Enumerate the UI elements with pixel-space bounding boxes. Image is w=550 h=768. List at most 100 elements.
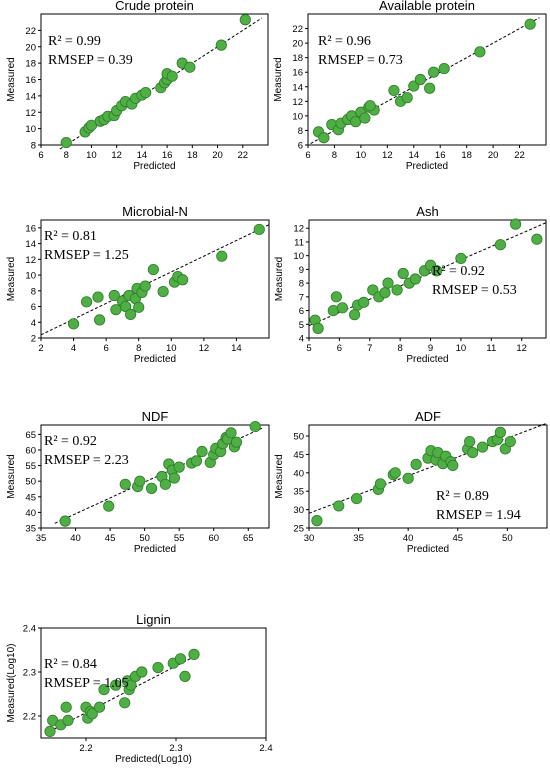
data-point (336, 302, 349, 314)
data-point (166, 70, 178, 82)
y-tick-label: 6 (299, 306, 304, 317)
scatter-panel-7: Lignin 2.2 2.3 2.4 2.2 2.3 2.4 Predicted(Log10)… (6, 612, 273, 765)
y-tick-label: 8 (31, 141, 36, 152)
data-point (67, 318, 80, 330)
data-point (311, 515, 323, 527)
x-tick-label: 14 (408, 150, 419, 161)
data-point (389, 467, 401, 479)
x-tick-label: 6 (305, 150, 310, 161)
y-tick-label: 35 (25, 524, 36, 535)
y-tick-label: 10 (292, 111, 303, 122)
y-tick-label: 2.2 (23, 712, 36, 723)
x-tick-label: 9 (428, 343, 433, 354)
plot-frame (307, 13, 547, 146)
data-point (382, 277, 394, 289)
y-tick-label: 8 (31, 286, 36, 297)
data-point (230, 436, 243, 448)
data-point (431, 265, 443, 277)
data-point (179, 670, 191, 683)
x-tick-label: 11 (486, 343, 496, 354)
data-point (253, 223, 265, 236)
data-point (359, 112, 371, 124)
x-tick-label: 18 (187, 150, 198, 161)
data-point (524, 18, 536, 30)
x-tick-label: 2 (38, 343, 43, 354)
y-tick-label: 22 (292, 24, 303, 35)
r-squared-label: R² = 0.92 (44, 434, 97, 449)
x-tick-label: 22 (514, 150, 525, 161)
data-point (364, 100, 376, 112)
data-point (410, 458, 422, 470)
y-tick-label: 18 (25, 59, 36, 70)
data-point (330, 291, 342, 303)
x-tick-label: 14 (231, 343, 242, 354)
y-tick-label: 11 (294, 237, 304, 248)
data-point (348, 309, 361, 321)
r-squared-label: R² = 0.96 (318, 34, 371, 49)
y-tick-label: 7 (299, 292, 304, 303)
y-tick-label: 50 (293, 432, 304, 443)
x-tick-label: 12 (516, 343, 527, 354)
data-point (134, 475, 146, 487)
data-point (510, 218, 522, 230)
data-point (438, 62, 450, 75)
data-point (455, 252, 467, 265)
r-squared-label: R² = 0.89 (436, 489, 489, 504)
chart-title: Available protein (379, 0, 475, 13)
y-tick-label: 12 (25, 108, 36, 119)
rmsep-label: RMSEP = 2.23 (44, 453, 129, 468)
data-point (402, 472, 414, 484)
data-point (184, 61, 196, 73)
x-axis-label: Predicted (406, 354, 448, 365)
y-tick-label: 65 (25, 430, 36, 441)
data-point (447, 459, 459, 472)
y-tick-label: 6 (31, 302, 36, 313)
data-point (190, 455, 203, 467)
data-point (174, 653, 187, 665)
rmsep-label: RMSEP = 1.94 (436, 508, 521, 523)
data-point (177, 274, 189, 286)
x-tick-label: 2.3 (169, 743, 182, 754)
y-axis-label: Measured (6, 257, 17, 301)
chart-title: Microbial-N (122, 204, 188, 219)
r-squared-label: R² = 0.81 (44, 229, 97, 244)
data-point (349, 116, 362, 128)
y-tick-label: 14 (292, 82, 303, 93)
r-squared-label: R² = 0.92 (432, 264, 485, 279)
x-tick-label: 6 (337, 343, 342, 354)
scatter-panel-3: Microbial-N 2 4 6 8 10 12 14 2 4 6 8 10 12 14 16 Predict… (6, 204, 270, 365)
data-point (119, 697, 131, 709)
x-tick-label: 12 (111, 150, 122, 161)
fit-line (308, 222, 547, 327)
y-tick-label: 45 (25, 492, 36, 503)
data-point (119, 478, 131, 490)
data-point (62, 714, 74, 727)
data-point (216, 250, 228, 262)
data-point (476, 441, 489, 453)
y-tick-label: 40 (293, 468, 304, 479)
x-tick-label: 10 (356, 150, 367, 161)
y-tick-label: 35 (293, 487, 304, 498)
x-tick-label: 30 (304, 533, 315, 544)
x-tick-label: 4 (71, 343, 76, 354)
y-tick-label: 10 (25, 124, 36, 135)
y-tick-label: 16 (25, 223, 36, 234)
plot-frame (308, 424, 548, 529)
rmsep-label: RMSEP = 0.73 (318, 53, 403, 68)
y-tick-label: 5 (299, 320, 304, 331)
data-point (249, 420, 261, 433)
y-tick-label: 55 (25, 461, 36, 472)
data-point (409, 273, 421, 285)
data-point (225, 427, 237, 439)
x-tick-label: 40 (70, 533, 81, 544)
chart-title: Crude protein (115, 0, 194, 13)
data-point (464, 435, 476, 448)
x-tick-label: 55 (174, 533, 185, 544)
x-tick-label: 8 (332, 150, 337, 161)
data-point (424, 82, 436, 94)
y-axis-label: Measured(Log10) (6, 644, 17, 723)
data-point (318, 132, 330, 144)
x-axis-label: Predicted (406, 161, 448, 172)
